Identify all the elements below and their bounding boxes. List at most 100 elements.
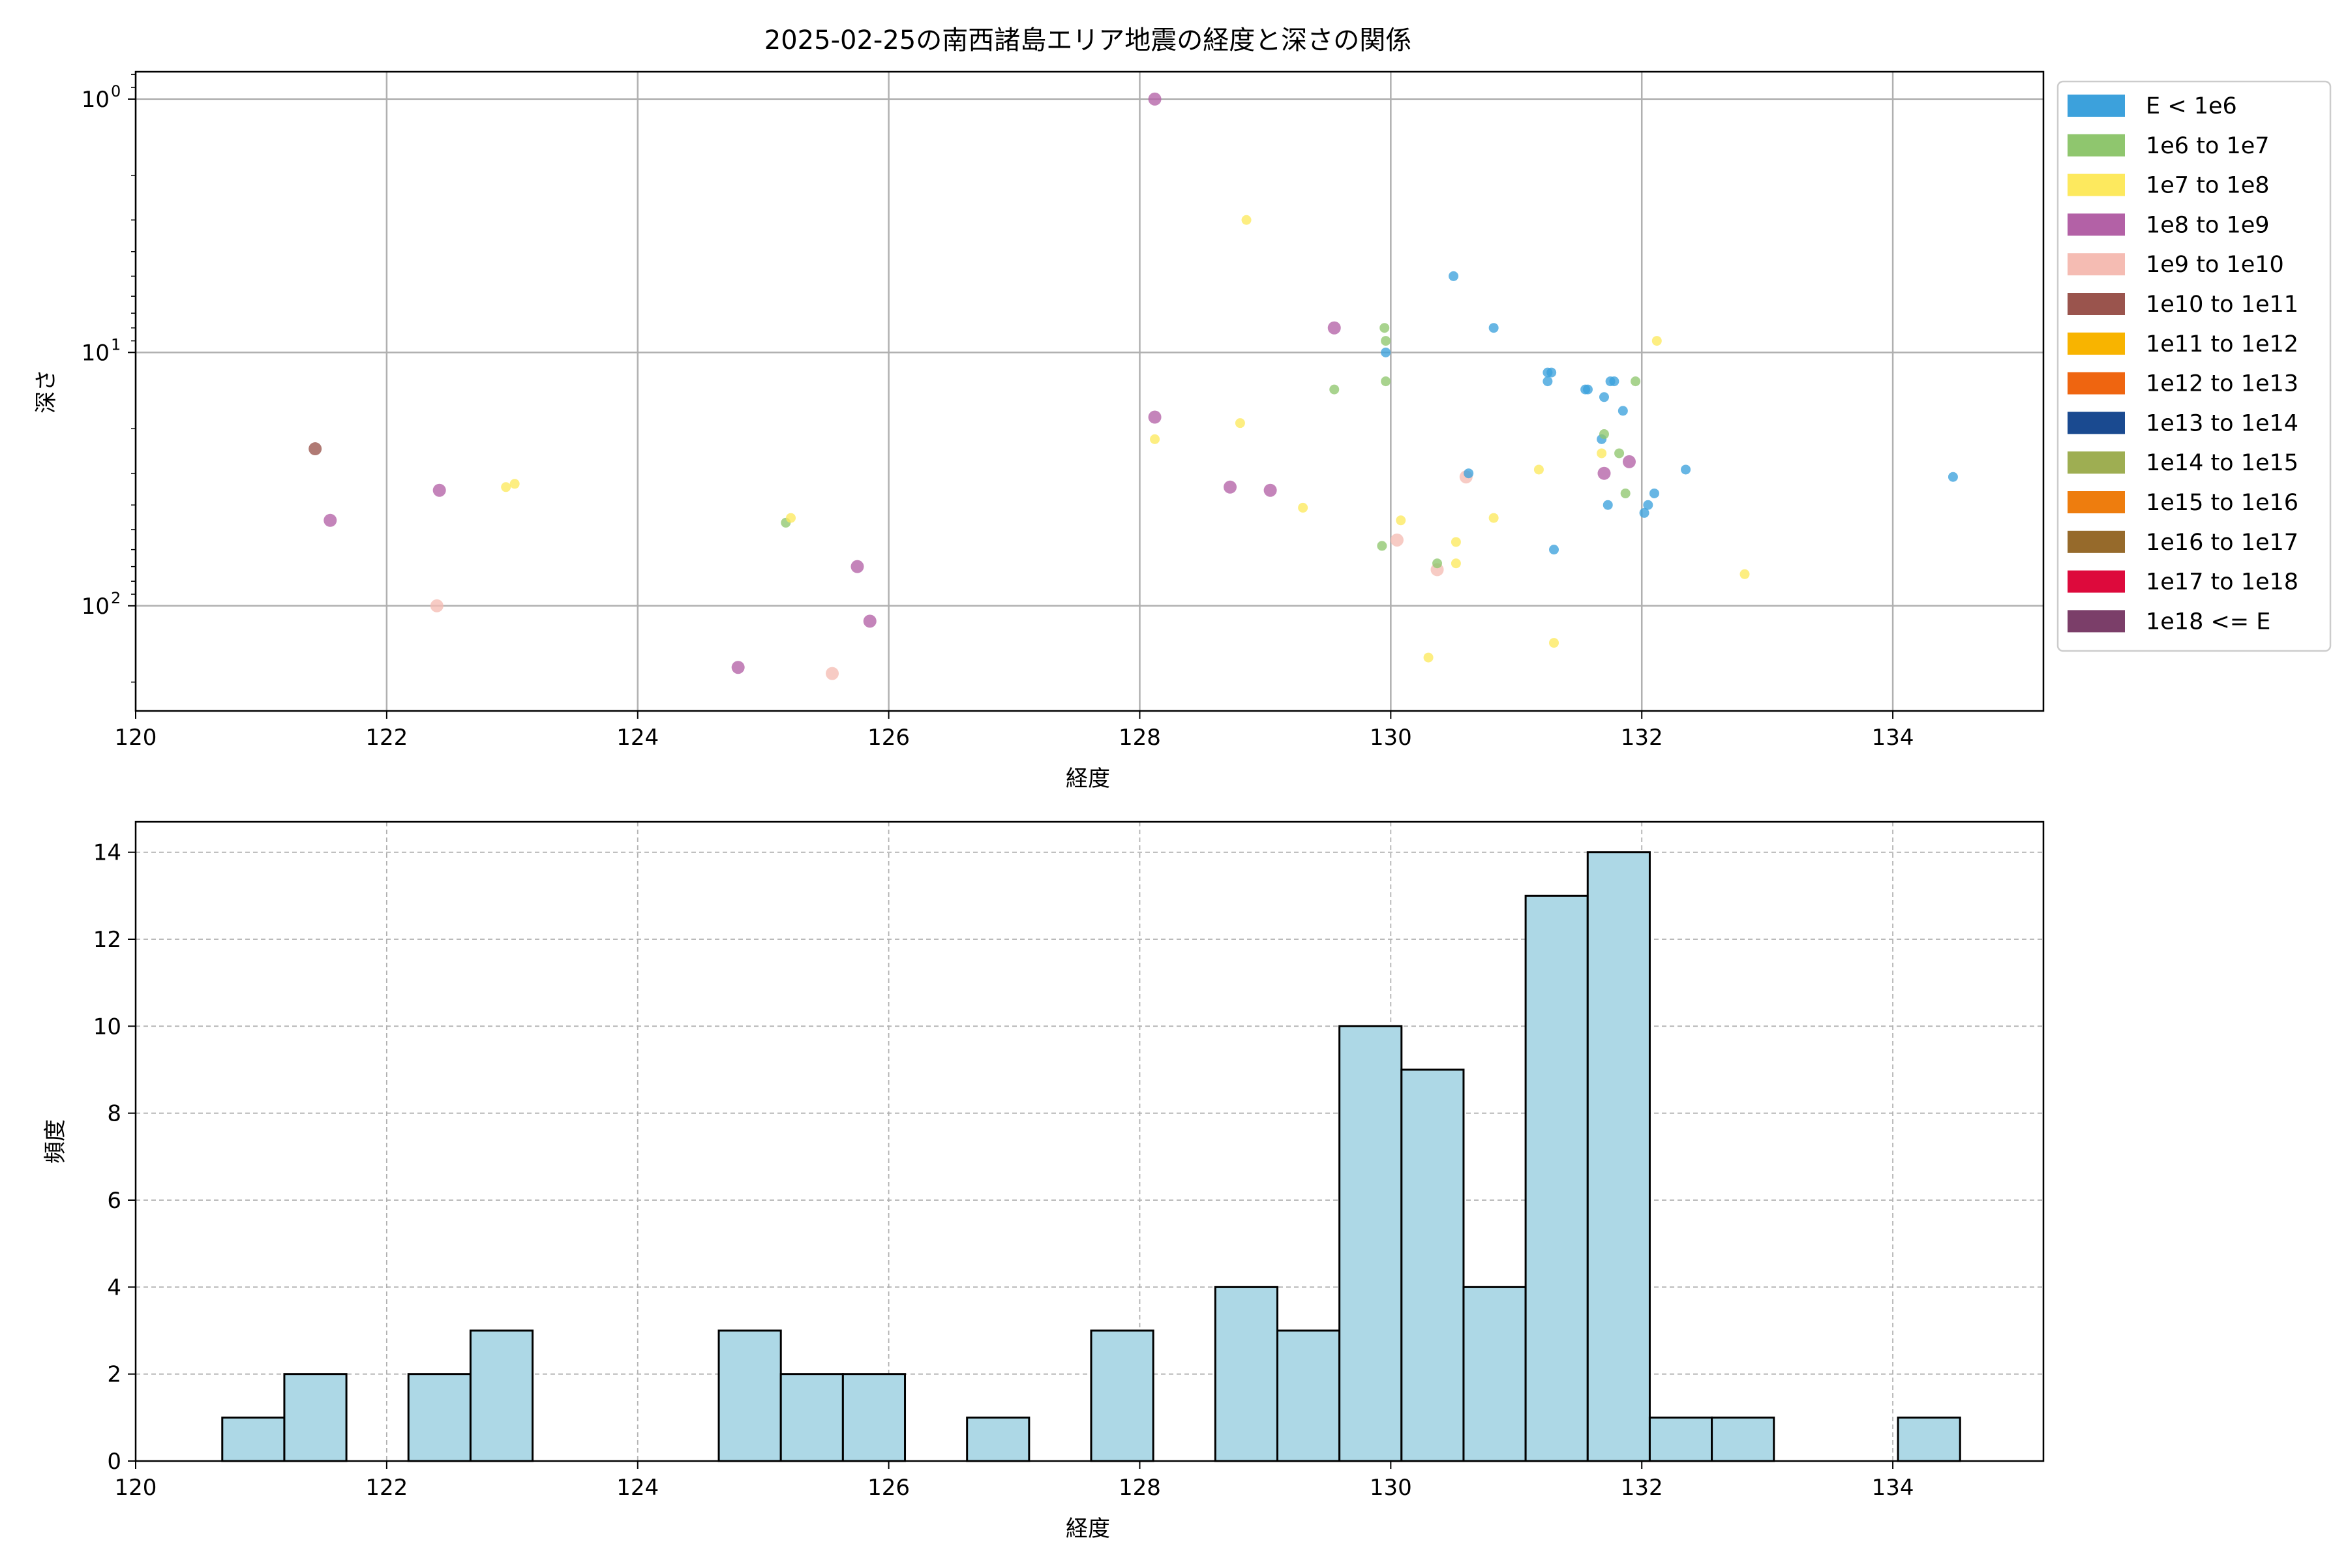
scatter-point [786, 513, 796, 523]
scatter-point [731, 661, 745, 674]
scatter-x-tick-label: 126 [867, 725, 910, 751]
scatter-point [1631, 376, 1641, 387]
scatter-point [1618, 406, 1628, 416]
scatter-x-tick-label: 134 [1872, 725, 1914, 751]
scatter-x-tick-label: 128 [1119, 725, 1161, 751]
legend-swatch [2068, 412, 2125, 434]
scatter-point [1298, 502, 1308, 513]
legend-label: 1e11 to 1e12 [2146, 331, 2298, 357]
scatter-point [1449, 271, 1459, 281]
legend-swatch [2068, 570, 2125, 593]
legend-label: 1e10 to 1e11 [2146, 292, 2298, 318]
scatter-point [1423, 652, 1434, 663]
scatter-point [1451, 537, 1461, 547]
histogram-bar [1090, 1329, 1154, 1462]
scatter-point [826, 667, 839, 680]
legend-label: 1e16 to 1e17 [2146, 530, 2298, 556]
scatter-point [1488, 323, 1499, 333]
histogram-x-tick-label: 124 [616, 1475, 659, 1501]
scatter-point [1451, 558, 1461, 569]
scatter-plot-frame [134, 70, 2045, 712]
scatter-point [1643, 500, 1653, 510]
histogram-bar [1462, 1286, 1527, 1462]
histogram-bar [1586, 851, 1651, 1462]
scatter-point [1739, 569, 1750, 579]
histogram-plot-frame [134, 821, 2045, 1462]
scatter-point [1148, 410, 1162, 424]
scatter-point [1464, 468, 1474, 479]
scatter-point [1620, 488, 1631, 498]
histogram-bar [1276, 1329, 1341, 1462]
scatter-y-tick-label: 10 [82, 87, 110, 113]
histogram-bar [1338, 1025, 1403, 1462]
histogram-x-tick-label: 134 [1872, 1475, 1914, 1501]
scatter-point [1609, 376, 1619, 387]
histogram-y-axis-label: 頻度 [42, 1119, 68, 1164]
scatter-point [1377, 541, 1387, 551]
legend-label: 1e14 to 1e15 [2146, 450, 2298, 476]
scatter-point [1582, 384, 1593, 395]
scatter-point [1432, 558, 1443, 569]
legend-swatch [2068, 134, 2125, 157]
scatter-point [1603, 500, 1613, 510]
scatter-point [863, 614, 877, 628]
scatter-point [430, 599, 444, 612]
legend-label: 1e15 to 1e16 [2146, 490, 2298, 516]
scatter-y-axis-label: 深さ [33, 369, 59, 414]
scatter-point [1148, 92, 1162, 106]
legend-label: 1e17 to 1e18 [2146, 569, 2298, 596]
scatter-point [509, 479, 520, 489]
scatter-x-tick-label: 122 [365, 725, 408, 751]
scatter-x-tick-label: 130 [1370, 725, 1412, 751]
scatter-x-tick-label: 120 [115, 725, 157, 751]
legend-label: 1e8 to 1e9 [2146, 212, 2270, 238]
histogram-x-tick-label: 130 [1370, 1475, 1412, 1501]
histogram-bar [1711, 1416, 1775, 1462]
histogram-bar [841, 1373, 907, 1462]
scatter-point [1329, 384, 1340, 395]
histogram-bar [779, 1373, 844, 1462]
histogram-bar [407, 1373, 472, 1462]
legend-swatch [2068, 610, 2125, 633]
scatter-chart: 2025-02-25の南西諸島エリア地震の経度と深さの関係 120 122 124 1… [33, 25, 2332, 792]
scatter-point [1649, 488, 1659, 498]
scatter-point [1396, 515, 1406, 526]
scatter-point [1263, 483, 1277, 497]
scatter-point [1379, 323, 1390, 333]
scatter-point [1549, 545, 1559, 555]
histogram-bar [1214, 1286, 1278, 1462]
histogram-y-tick-label: 8 [107, 1101, 121, 1127]
histogram-gridlines [135, 822, 2043, 1462]
scatter-point [1549, 638, 1559, 648]
scatter-y-tick-label: 10 [82, 594, 110, 620]
legend-swatch [2068, 253, 2125, 276]
histogram-bar [1524, 894, 1589, 1462]
scatter-point [1150, 434, 1160, 444]
legend-label: E < 1e6 [2146, 93, 2237, 119]
legend-swatch [2068, 293, 2125, 315]
histogram-bar [717, 1329, 782, 1462]
histogram-x-tick-label: 120 [115, 1475, 157, 1501]
scatter-x-axis-label: 経度 [1066, 766, 1110, 792]
scatter-point [1614, 448, 1625, 459]
legend-swatch [2068, 491, 2125, 513]
legend-label: 1e7 to 1e8 [2146, 173, 2270, 199]
legend-label: 1e6 to 1e7 [2146, 133, 2270, 159]
histogram-bar [966, 1416, 1031, 1462]
histogram-y-ticks: 0 2 4 6 8 10 12 14 [93, 840, 136, 1475]
scatter-point [1241, 215, 1252, 225]
legend-label: 1e9 to 1e10 [2146, 252, 2284, 278]
scatter-point [1599, 392, 1609, 402]
legend-label: 1e18 <= E [2146, 609, 2270, 635]
histogram-bar [221, 1416, 286, 1462]
scatter-point [1622, 455, 1636, 468]
scatter-y-tick-exponent: 2 [111, 589, 121, 607]
scatter-x-ticks: 120 122 124 126 128 130 132 134 [115, 711, 1914, 751]
histogram-bars [221, 851, 1961, 1462]
legend-swatch [2068, 332, 2125, 355]
histogram-y-tick-label: 14 [93, 840, 121, 866]
scatter-point [1488, 513, 1499, 523]
legend-items: E < 1e6 1e6 to 1e7 1e7 to 1e8 1e8 to 1e9 1e9… [2068, 93, 2298, 635]
